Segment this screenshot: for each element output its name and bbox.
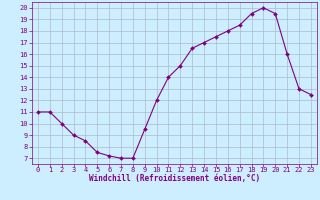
X-axis label: Windchill (Refroidissement éolien,°C): Windchill (Refroidissement éolien,°C) xyxy=(89,174,260,183)
